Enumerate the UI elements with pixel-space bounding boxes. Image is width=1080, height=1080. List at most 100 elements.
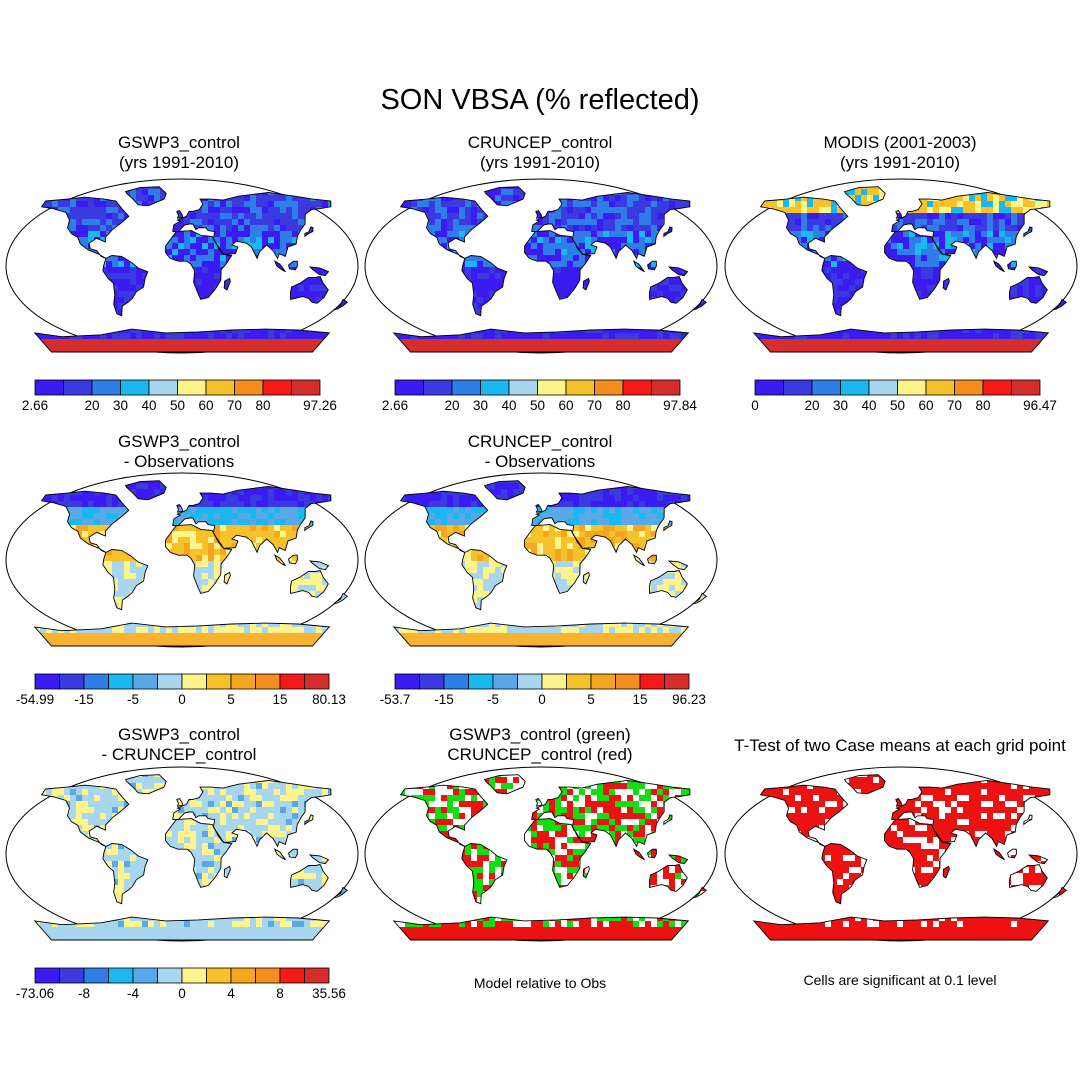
coastline xyxy=(483,480,526,501)
coastline xyxy=(392,622,690,647)
map-panel-ttest xyxy=(724,766,1078,942)
panel-title-line2: (yrs 1991-2010) xyxy=(479,153,600,172)
colorbar-swatch xyxy=(279,967,305,984)
colorbar-swatch xyxy=(541,673,567,690)
colorbar-swatch xyxy=(840,379,870,396)
colorbar-swatch xyxy=(443,673,469,690)
coastline xyxy=(273,260,286,273)
colorbar-swatch xyxy=(615,673,641,690)
colorbar-tick-label: 70 xyxy=(227,398,242,413)
colorbar-tick-label: 40 xyxy=(861,398,876,413)
coastline xyxy=(333,886,349,899)
colorbar-tick-label: 35.56 xyxy=(312,986,346,1001)
coastline xyxy=(759,784,849,847)
colorbar-tick-label: 80 xyxy=(975,398,990,413)
colorbar-tick-label: -53.7 xyxy=(380,692,411,707)
coastline xyxy=(172,485,332,554)
colorbar-swatch xyxy=(279,673,305,690)
coastline xyxy=(308,560,330,571)
colorbar-gswp3-obs: -54.99 -15 -5 0 5 15 80.13 xyxy=(16,673,346,707)
colorbar-tick-label: 0 xyxy=(751,398,759,413)
coastline xyxy=(483,186,526,207)
colorbar-swatch xyxy=(108,673,134,690)
colorbar-swatch xyxy=(394,673,420,690)
colorbar-tick-label: 0 xyxy=(178,986,186,1001)
colorbar-swatch xyxy=(206,967,232,984)
coastline xyxy=(461,843,508,905)
coastline xyxy=(124,186,167,207)
colorbar-swatch xyxy=(91,379,121,396)
colorbar-swatch xyxy=(394,379,424,396)
coastline xyxy=(1027,266,1049,277)
colorbar-swatch xyxy=(754,379,784,396)
coastline xyxy=(531,191,691,260)
colorbar-swatch xyxy=(664,673,690,690)
map-panel-gswp3-obs xyxy=(5,472,359,648)
coastline xyxy=(165,818,233,888)
colorbar-swatch xyxy=(83,967,109,984)
coastline xyxy=(176,798,184,807)
colorbar-swatch xyxy=(63,379,93,396)
colorbar-swatch xyxy=(34,673,60,690)
map-panel-cruncep xyxy=(364,178,718,354)
coastline xyxy=(1052,886,1068,899)
coastline xyxy=(124,480,167,501)
panel-title-line2: (yrs 1991-2010) xyxy=(118,153,239,172)
map-panel-gswp3 xyxy=(5,178,359,354)
coastline xyxy=(648,863,688,892)
colorbar-tick-label: 5 xyxy=(587,692,595,707)
coastline xyxy=(1007,260,1017,271)
colorbar-swatch xyxy=(783,379,813,396)
coastline xyxy=(1023,814,1033,826)
coastline xyxy=(582,865,590,879)
map-panel-modis xyxy=(724,178,1078,354)
colorbar-tick-label: 97.84 xyxy=(663,398,697,413)
coastline xyxy=(223,571,231,585)
coastline xyxy=(759,196,849,259)
colorbar-swatch xyxy=(480,379,510,396)
colorbar-swatch xyxy=(304,673,330,690)
colorbar-swatch xyxy=(590,673,616,690)
coastline xyxy=(273,554,286,567)
coastline xyxy=(172,191,332,260)
colorbar-tick-label: -5 xyxy=(127,692,139,707)
colorbar-swatch xyxy=(230,673,256,690)
colorbar-swatch xyxy=(120,379,150,396)
panel-title-line1: GSWP3_control xyxy=(118,725,240,744)
coastline xyxy=(895,798,903,807)
coastline xyxy=(288,848,298,859)
coastline xyxy=(333,592,349,605)
coastline xyxy=(461,255,508,317)
coastline xyxy=(535,210,543,219)
panel-title-compare: GSWP3_control (green) CRUNCEP_control (r… xyxy=(390,725,690,765)
colorbar-swatch xyxy=(639,673,665,690)
coastline xyxy=(891,779,1051,848)
coastline xyxy=(124,774,167,795)
coastline xyxy=(752,328,1050,353)
colorbar-swatch xyxy=(262,379,292,396)
panel-title-line1: GSWP3_control xyxy=(118,133,240,152)
colorbar-tick-label: 80 xyxy=(255,398,270,413)
coastline xyxy=(289,569,329,598)
colorbar-tick-label: 15 xyxy=(632,692,647,707)
coastline xyxy=(752,916,1050,941)
coastline xyxy=(667,266,689,277)
colorbar-tick-label: 2.66 xyxy=(22,398,48,413)
panel-title-line1: CRUNCEP_control xyxy=(467,432,613,451)
colorbar-tick-label: 0 xyxy=(538,692,546,707)
colorbar-tick-label: -5 xyxy=(487,692,499,707)
coastline xyxy=(33,328,331,353)
panel-title-ttest: T-Test of two Case means at each grid po… xyxy=(715,736,1080,756)
colorbar-swatch xyxy=(108,967,134,984)
coastline xyxy=(884,818,952,888)
colorbar-tick-label: 2.66 xyxy=(382,398,408,413)
colorbar-tick-label: 20 xyxy=(444,398,459,413)
coastline xyxy=(648,569,688,598)
colorbar-tick-label: 40 xyxy=(141,398,156,413)
coastline xyxy=(531,779,691,848)
coastline xyxy=(647,554,657,565)
coastline xyxy=(399,196,489,259)
coastline xyxy=(524,230,592,300)
coastline xyxy=(165,524,233,594)
panel-title-line1: MODIS (2001-2003) xyxy=(823,133,977,152)
